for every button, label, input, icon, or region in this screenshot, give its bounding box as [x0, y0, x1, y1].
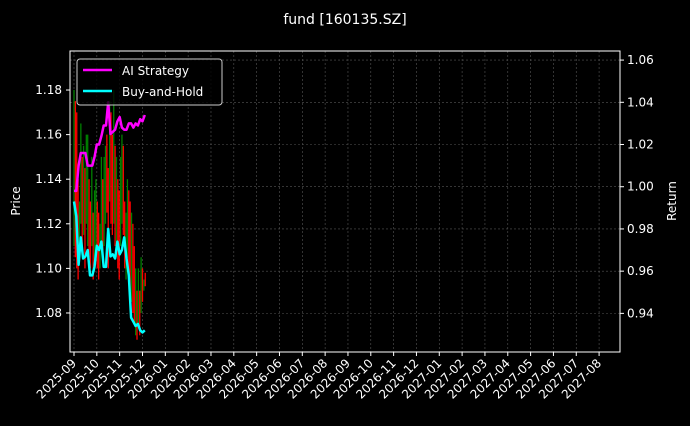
buy-and-hold-line	[72, 201, 146, 334]
x-axis: 2025-092025-102025-112025-122026-012026-…	[34, 352, 604, 402]
legend: AI Strategy Buy-and-Hold	[76, 58, 223, 106]
y-tick-label-right: 1.04	[627, 95, 654, 109]
y-tick-label-left: 1.14	[35, 172, 62, 186]
y-tick-label-left: 1.18	[35, 83, 62, 97]
y-tick-label-right: 1.00	[627, 180, 654, 194]
y-tick-label-right: 0.98	[627, 222, 654, 236]
y-tick-label-left: 1.10	[35, 261, 62, 275]
series-lines	[72, 101, 146, 334]
y-axis-left: 1.08 1.10 1.12 1.14 1.16 1.18	[35, 83, 70, 320]
y-tick-label-right: 1.02	[627, 138, 654, 152]
y-tick-label-left: 1.08	[35, 306, 62, 320]
y-tick-label-right: 0.94	[627, 306, 654, 320]
chart-title: fund [160135.SZ]	[283, 12, 406, 28]
legend-ai-strategy-label: AI Strategy	[122, 64, 189, 78]
y-tick-label-left: 1.12	[35, 217, 62, 231]
y-axis-right: 0.94 0.96 0.98 1.00 1.02 1.04 1.06	[620, 53, 654, 320]
plot-frame	[69, 50, 621, 353]
legend-buy-and-hold-label: Buy-and-Hold	[122, 85, 203, 99]
price-range-bars	[73, 90, 146, 340]
y-tick-label-right: 1.06	[627, 53, 654, 67]
y-tick-label-left: 1.16	[35, 128, 62, 142]
y-tick-label-right: 0.96	[627, 264, 654, 278]
legend-box	[76, 58, 223, 106]
y-axis-left-label: Price	[9, 186, 23, 215]
y-axis-right-label: Return	[665, 181, 679, 221]
ai-strategy-line	[74, 101, 146, 193]
